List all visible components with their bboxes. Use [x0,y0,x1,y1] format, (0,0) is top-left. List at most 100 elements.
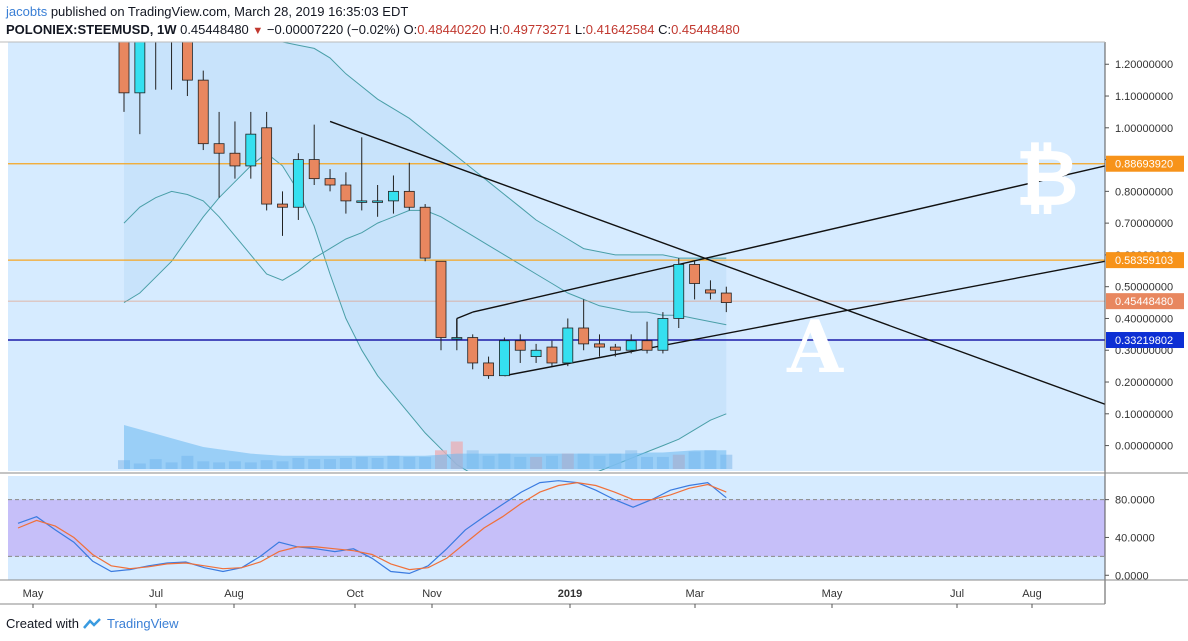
ohlc-legend: POLONIEX:STEEMUSD, 1W 0.45448480 ▼ −0.00… [6,22,740,37]
candle-body [372,200,384,203]
symbol-title: POLONIEX:STEEMUSD, 1W [6,22,177,37]
x-tick-label: May [23,588,44,600]
candle-body [562,327,574,364]
y-tick-label: 0.20000000 [1115,377,1173,389]
author-name[interactable]: jacobts [6,4,48,19]
x-tick-label: Aug [224,588,244,600]
price-tag [1106,252,1184,269]
candle-body [530,349,542,358]
open-label: O: [403,22,418,37]
price-tag [1106,293,1184,310]
candle-body [641,340,653,351]
candle [720,286,732,313]
candle [562,318,574,367]
y-tick-label: 0.30000000 [1115,345,1173,357]
candle [356,137,368,211]
candle [530,343,542,363]
candle [118,42,130,112]
y-tick-label: 0.10000000 [1115,409,1173,421]
candle-body [546,346,558,364]
candle-body [245,133,257,167]
publish-text: published on TradingView.com, March 28, … [50,4,409,19]
candle [155,42,157,90]
candle-body [197,79,209,145]
candle [467,334,479,370]
candle-body [403,190,415,208]
x-tick-label: Oct [346,588,363,600]
candle-body [451,337,463,340]
candle [673,258,685,328]
candle [641,321,653,354]
rsi-tick-label: 0.0000 [1115,570,1149,582]
candle-body [277,203,288,208]
candle [372,185,384,217]
candle-body [261,127,273,205]
candle-body [118,42,130,94]
candle [514,334,526,363]
candle [229,121,241,179]
candle [483,356,494,379]
close-value: 0.45448480 [671,22,740,37]
x-tick-label: Jul [149,588,163,600]
candle-body [292,159,304,208]
y-tick-label: 0.80000000 [1115,186,1173,198]
candle-body [213,143,225,154]
candle [625,334,637,354]
candle [181,42,193,97]
price-tag-label: 0.88693920 [1115,159,1173,171]
open-value: 0.48440220 [417,22,486,37]
y-tick-label: 0.00000000 [1115,441,1173,453]
pattern-letter-a: A [786,304,844,389]
candle-body [356,200,368,203]
price-tag [1106,332,1184,349]
candle [689,261,700,300]
stoch-rsi-pane[interactable] [8,476,1105,580]
candle [578,299,590,351]
candle-body [134,42,146,94]
candle-body [498,340,510,377]
price-tag-label: 0.58359103 [1115,255,1173,267]
candle-body [324,178,336,186]
candle [594,334,605,357]
x-tick-label: May [822,588,843,600]
bollinger-upper-line [279,42,727,259]
candle-body [181,42,193,81]
candle [340,172,352,214]
candle [498,337,510,377]
rsi-tick-label: 40.0000 [1115,532,1155,544]
candle [134,42,146,135]
candle-body [419,206,431,259]
candle [451,318,463,351]
trend-line [472,165,1105,313]
close-label: C: [658,22,672,37]
trend-line [329,120,1105,405]
rsi-band [8,499,1105,557]
price-tag-label: 0.45448480 [1115,296,1173,308]
y-tick-label: 0.40000000 [1115,313,1173,325]
candle-body [340,184,352,202]
axes: 1.200000001.100000001.000000000.90000000… [0,41,1188,608]
candle-body [308,159,320,180]
low-value: 0.41642584 [585,22,655,37]
candle-body [705,289,716,294]
y-tick-label: 0.70000000 [1115,218,1173,230]
x-tick-label: 2019 [558,588,582,600]
candle-body [388,190,399,202]
candle [171,42,173,90]
price-tag [1106,155,1184,172]
candle [245,111,257,179]
candle-body [483,362,494,377]
price-pane[interactable]: A₿ [8,17,1105,494]
price-plot-area [8,42,1105,471]
candle-body [720,292,732,303]
candle [213,111,225,198]
candle [435,260,447,351]
candle-body [435,260,447,338]
candle [197,70,209,151]
tradingview-brand[interactable]: TradingView [106,616,179,631]
candle-body [578,327,590,345]
high-value: 0.49773271 [502,22,572,37]
candle-body [673,264,685,319]
candle-body [689,264,700,284]
